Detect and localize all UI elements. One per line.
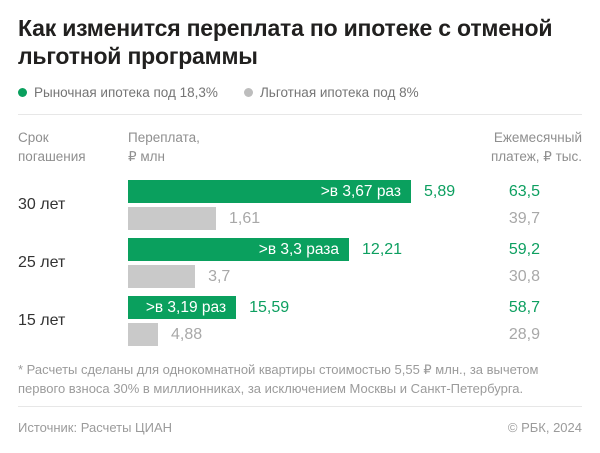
row-term: 30 лет: [18, 196, 66, 213]
market-bar-line: >в 3,67 раз 5,89: [128, 180, 455, 203]
row-term: 25 лет: [18, 254, 66, 271]
subsidized-bar: [128, 265, 196, 288]
row-monthly-payments: 58,7 28,9: [480, 296, 540, 346]
column-header-term: Срок погашения: [18, 130, 86, 164]
header-divider: [18, 114, 582, 115]
legend-label-subsidized: Льготная ипотека под 8%: [259, 85, 419, 100]
subsidized-monthly-value: 30,8: [508, 268, 540, 285]
subsidized-bar-line: 3,7: [128, 265, 411, 288]
footer: Источник: Расчеты ЦИАН © РБК, 2024: [18, 420, 582, 435]
chart-row-30: 30 лет >в 3,67 раз 5,89 1,61 63,5 39,7: [18, 180, 582, 230]
footnote: * Расчеты сделаны для однокомнатной квар…: [18, 362, 539, 396]
column-header-monthly: Ежемесячный платеж, ₽ тыс.: [490, 130, 582, 164]
legend-item-market: Рыночная ипотека под 18,3%: [18, 85, 218, 100]
row-term: 15 лет: [18, 312, 66, 329]
table-header: Срок погашения Переплата, ₽ млн Ежемесяч…: [18, 128, 582, 166]
ratio-label: >в 3,3 раза: [258, 240, 340, 258]
row-bars: >в 3,3 раза 12,21 3,7: [128, 238, 480, 288]
market-bar: >в 3,19 раз: [128, 296, 237, 319]
legend-label-market: Рыночная ипотека под 18,3%: [34, 85, 218, 100]
subsidized-bar: [128, 323, 158, 346]
market-monthly-value: 59,2: [508, 241, 540, 258]
subsidized-bar: [128, 207, 216, 230]
market-bar: >в 3,67 раз: [128, 180, 411, 203]
subsidized-bar-line: 1,61: [128, 207, 411, 230]
ratio-label: >в 3,67 раз: [320, 182, 401, 200]
row-bars: >в 3,19 раз 15,59 4,88: [128, 296, 480, 346]
market-overpayment-value: 15,59: [249, 298, 290, 316]
copyright: © РБК, 2024: [507, 420, 582, 435]
bar-chart: 30 лет >в 3,67 раз 5,89 1,61 63,5 39,7: [18, 180, 582, 346]
market-overpayment-value: 12,21: [362, 240, 403, 258]
subsidized-overpayment-value: 4,88: [170, 325, 203, 343]
row-monthly-payments: 63,5 39,7: [480, 180, 540, 230]
market-bar-line: >в 3,3 раза 12,21: [128, 238, 411, 261]
subsidized-overpayment-value: 3,7: [208, 267, 231, 285]
legend: Рыночная ипотека под 18,3% Льготная ипот…: [18, 85, 582, 100]
market-bar-line: >в 3,19 раз 15,59: [128, 296, 411, 319]
chart-row-25: 25 лет >в 3,3 раза 12,21 3,7 59,2 30,8: [18, 238, 582, 288]
ratio-label: >в 3,19 раз: [145, 298, 227, 316]
subsidized-overpayment-value: 1,61: [229, 209, 261, 227]
market-monthly-value: 58,7: [508, 299, 540, 316]
row-monthly-payments: 59,2 30,8: [480, 238, 540, 288]
subsidized-monthly-value: 28,9: [508, 326, 540, 343]
chart-row-15: 15 лет >в 3,19 раз 15,59 4,88 58,7 28,9: [18, 296, 582, 346]
column-header-overpayment: Переплата, ₽ млн: [128, 130, 200, 164]
footer-divider: [18, 406, 582, 407]
row-bars: >в 3,67 раз 5,89 1,61: [128, 180, 480, 230]
market-overpayment-value: 5,89: [424, 182, 456, 200]
legend-dot-subsidized-icon: [243, 88, 253, 97]
source-credit: Источник: Расчеты ЦИАН: [18, 420, 173, 435]
subsidized-monthly-value: 39,7: [508, 210, 540, 227]
subsidized-bar-line: 4,88: [128, 323, 411, 346]
market-monthly-value: 63,5: [508, 183, 540, 200]
legend-item-subsidized: Льготная ипотека под 8%: [243, 85, 419, 100]
legend-dot-market-icon: [18, 88, 27, 97]
market-bar: >в 3,3 раза: [128, 238, 350, 261]
page-title: Как изменится переплата по ипотеке с отм…: [18, 15, 553, 69]
